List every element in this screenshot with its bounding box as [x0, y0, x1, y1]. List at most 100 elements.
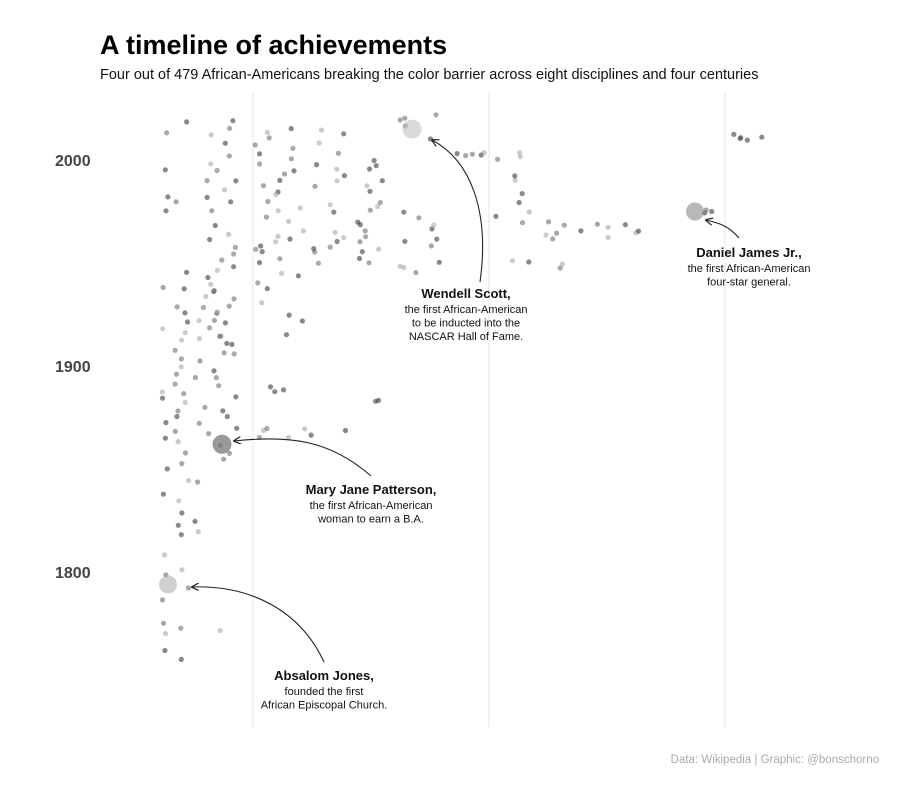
data-point — [181, 391, 187, 397]
data-point — [226, 231, 232, 237]
data-point — [224, 340, 230, 346]
data-point — [164, 466, 170, 472]
data-point — [197, 358, 203, 364]
data-point — [363, 234, 369, 240]
data-point — [286, 218, 292, 224]
data-point — [341, 131, 347, 137]
data-point — [178, 364, 184, 370]
data-point — [208, 132, 214, 138]
data-point — [543, 232, 549, 238]
data-point — [258, 243, 264, 249]
data-point — [550, 236, 556, 242]
data-point — [493, 213, 499, 219]
data-point — [231, 264, 237, 270]
data-point — [481, 150, 487, 156]
data-point — [162, 167, 168, 173]
data-point — [355, 219, 361, 225]
data-point — [314, 162, 320, 168]
data-point — [469, 151, 475, 157]
data-point — [162, 647, 168, 654]
data-point — [512, 173, 518, 179]
data-point — [179, 461, 185, 467]
data-point — [517, 154, 523, 160]
annotation-text: founded the first — [285, 686, 364, 698]
data-point — [366, 166, 373, 172]
data-point — [229, 341, 235, 347]
data-point — [216, 383, 222, 389]
data-point — [291, 168, 297, 174]
data-point — [253, 246, 259, 252]
data-point — [341, 173, 347, 179]
annotation-text: African Episcopal Church. — [261, 700, 388, 712]
data-point — [256, 260, 263, 266]
data-point — [204, 178, 210, 184]
data-point — [759, 134, 765, 140]
data-point — [172, 381, 178, 387]
data-point — [402, 115, 408, 121]
data-point — [744, 137, 750, 143]
annotation-name: Mary Jane Patterson, — [306, 482, 437, 497]
data-point — [256, 151, 263, 157]
data-point — [635, 228, 642, 234]
data-point — [186, 478, 192, 484]
data-point — [205, 274, 211, 281]
y-tick-label: 1800 — [55, 565, 91, 582]
data-point — [226, 153, 232, 159]
annotation-text: NASCAR Hall of Fame. — [409, 331, 523, 343]
data-point — [397, 117, 403, 123]
data-point — [209, 208, 215, 214]
data-point — [376, 246, 382, 252]
data-point — [290, 145, 296, 151]
data-point — [738, 135, 744, 141]
data-point — [364, 183, 370, 189]
annotation-text: the first African-American — [310, 500, 433, 512]
data-point — [273, 239, 279, 245]
data-point — [264, 129, 270, 135]
y-tick-label: 2000 — [55, 153, 91, 170]
data-point — [178, 625, 184, 631]
data-point — [214, 167, 220, 174]
data-point — [196, 318, 202, 324]
data-point — [428, 243, 434, 249]
data-point — [279, 270, 285, 276]
data-point — [273, 192, 279, 198]
data-point — [214, 267, 220, 273]
data-point — [429, 226, 435, 232]
data-point — [308, 432, 314, 438]
data-point — [703, 207, 709, 213]
data-point — [159, 395, 166, 401]
chart-subtitle: Four out of 479 African-Americans breaki… — [100, 67, 759, 83]
data-point — [211, 368, 217, 374]
data-point — [204, 194, 210, 200]
data-point — [182, 310, 188, 316]
annotation-name: Wendell Scott, — [421, 286, 510, 301]
data-point — [402, 238, 408, 244]
data-point — [232, 244, 238, 250]
data-point — [431, 222, 437, 228]
data-point — [174, 413, 180, 420]
data-point — [255, 280, 261, 286]
data-point — [295, 273, 301, 279]
data-point — [288, 156, 294, 162]
data-point — [228, 199, 234, 205]
annotation-arrow — [706, 220, 740, 239]
data-point — [222, 187, 228, 193]
data-point — [264, 425, 270, 432]
data-point — [334, 178, 340, 184]
data-point — [327, 202, 333, 208]
data-point — [357, 239, 363, 245]
data-point — [373, 163, 379, 169]
highlight-point — [159, 575, 177, 594]
data-point — [297, 205, 303, 211]
annotation-arrow — [432, 140, 484, 283]
data-point — [280, 387, 287, 393]
source-caption: Data: Wikipedia | Graphic: @bonschorno — [670, 754, 879, 766]
data-point — [234, 425, 240, 431]
data-point — [252, 142, 258, 148]
data-point — [362, 228, 368, 234]
data-point — [379, 178, 385, 184]
data-point — [312, 183, 318, 189]
highlight-point — [212, 434, 232, 454]
annotation-arrow — [234, 439, 372, 477]
